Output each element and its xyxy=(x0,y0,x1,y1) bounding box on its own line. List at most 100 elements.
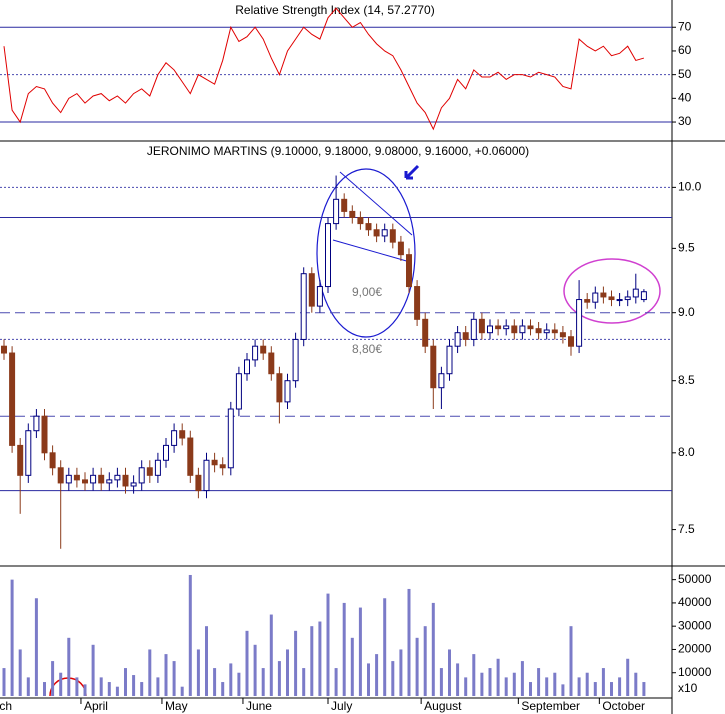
volume-bar xyxy=(294,630,298,696)
volume-bar xyxy=(375,654,379,696)
candle-body xyxy=(17,444,24,476)
candle-body xyxy=(454,332,461,347)
volume-bar xyxy=(367,663,370,696)
candle-body xyxy=(82,479,88,484)
volume-bar xyxy=(10,579,14,696)
volume-bar xyxy=(439,668,443,696)
volume-bar xyxy=(415,637,419,696)
volume-bar xyxy=(156,677,160,696)
y-tick-label: 50000 xyxy=(678,572,712,586)
candle-body xyxy=(171,430,178,446)
candle-body xyxy=(389,229,396,243)
volume-bar xyxy=(545,677,549,696)
y-tick-label: 9.0 xyxy=(678,305,695,319)
volume-bar xyxy=(383,598,387,696)
candle-body xyxy=(543,329,550,334)
volume-bar xyxy=(504,677,508,696)
candle-body xyxy=(114,474,121,481)
x-tick-label: August xyxy=(424,699,462,713)
x-tick-label: July xyxy=(331,699,352,713)
volume-bar xyxy=(213,668,217,696)
volume-bar xyxy=(618,677,622,696)
candle-body xyxy=(487,325,493,334)
volume-bar xyxy=(277,661,281,696)
candle-body xyxy=(357,216,364,225)
candle-body xyxy=(268,352,275,375)
candle-body xyxy=(25,430,32,476)
volume-bar xyxy=(83,684,87,696)
volume-bar xyxy=(512,672,516,696)
volume-bar xyxy=(59,672,63,696)
volume-bar xyxy=(2,668,6,696)
candle-body xyxy=(608,296,615,301)
candle-body xyxy=(122,474,129,487)
volume-bar xyxy=(593,682,597,696)
candle-body xyxy=(495,325,502,330)
y-tick-label: 70 xyxy=(678,19,692,33)
trend-line xyxy=(339,171,413,236)
volume-bar xyxy=(67,637,71,696)
candle-body xyxy=(422,318,429,347)
volume-bar xyxy=(34,598,38,696)
volume-bar xyxy=(99,677,103,696)
candle-body xyxy=(568,336,574,347)
candle-body xyxy=(316,286,323,307)
candle-body xyxy=(616,299,623,302)
candle-body xyxy=(584,299,591,303)
volume-bar xyxy=(26,677,30,696)
volume-bar xyxy=(537,668,541,696)
volume-unit: x10 xyxy=(678,681,698,695)
volume-bar xyxy=(448,649,451,696)
volume-bar xyxy=(358,607,362,696)
candle-body xyxy=(519,325,526,334)
volume-bar xyxy=(326,593,330,696)
rsi-line xyxy=(3,7,645,131)
highlight-ellipse xyxy=(316,168,416,338)
x-tick-label: April xyxy=(84,699,108,713)
volume-bar xyxy=(269,614,273,696)
volume-bar xyxy=(229,663,233,696)
volume-bar xyxy=(91,644,95,696)
candle-body xyxy=(9,352,16,446)
volume-bar xyxy=(496,658,500,696)
volume-bar xyxy=(124,668,127,696)
volume-bar xyxy=(391,661,395,696)
x-tick-label: October xyxy=(602,699,645,713)
candle-body xyxy=(592,292,599,303)
candle-body xyxy=(203,459,210,492)
candle-body xyxy=(470,318,477,340)
volume-bar xyxy=(221,682,225,696)
candle-body xyxy=(600,292,607,298)
volume-bar xyxy=(310,626,314,696)
candle-body xyxy=(260,345,267,354)
volume-bar xyxy=(51,661,55,696)
candle-body xyxy=(211,459,218,466)
candle-body xyxy=(535,328,542,334)
volume-bar xyxy=(115,686,119,696)
volume-bar xyxy=(75,677,79,696)
volume-bar xyxy=(610,682,613,696)
candle-body xyxy=(333,198,340,225)
candle-body xyxy=(73,474,80,481)
candle-body xyxy=(381,229,388,237)
price-title: JERONIMO MARTINS (9.10000, 9.18000, 9.08… xyxy=(147,144,529,158)
arrow xyxy=(404,164,420,180)
y-tick-label: 60 xyxy=(678,43,692,57)
candle-body xyxy=(624,296,631,301)
candle-body xyxy=(276,373,283,403)
volume-bar xyxy=(472,654,476,696)
y-tick-label: 40 xyxy=(678,91,692,105)
candle-body xyxy=(163,444,169,461)
volume-bar xyxy=(569,626,573,696)
volume-bar xyxy=(205,626,208,696)
candle-body xyxy=(406,254,412,288)
candle-body xyxy=(349,210,356,218)
volume-bar xyxy=(140,682,144,696)
candle-body xyxy=(365,223,372,231)
candle-body xyxy=(373,229,380,237)
candle-body xyxy=(49,452,56,469)
volume-bar xyxy=(488,668,492,696)
volume-bar xyxy=(237,672,241,696)
candle-body xyxy=(227,408,234,469)
volume-bar xyxy=(423,626,427,696)
